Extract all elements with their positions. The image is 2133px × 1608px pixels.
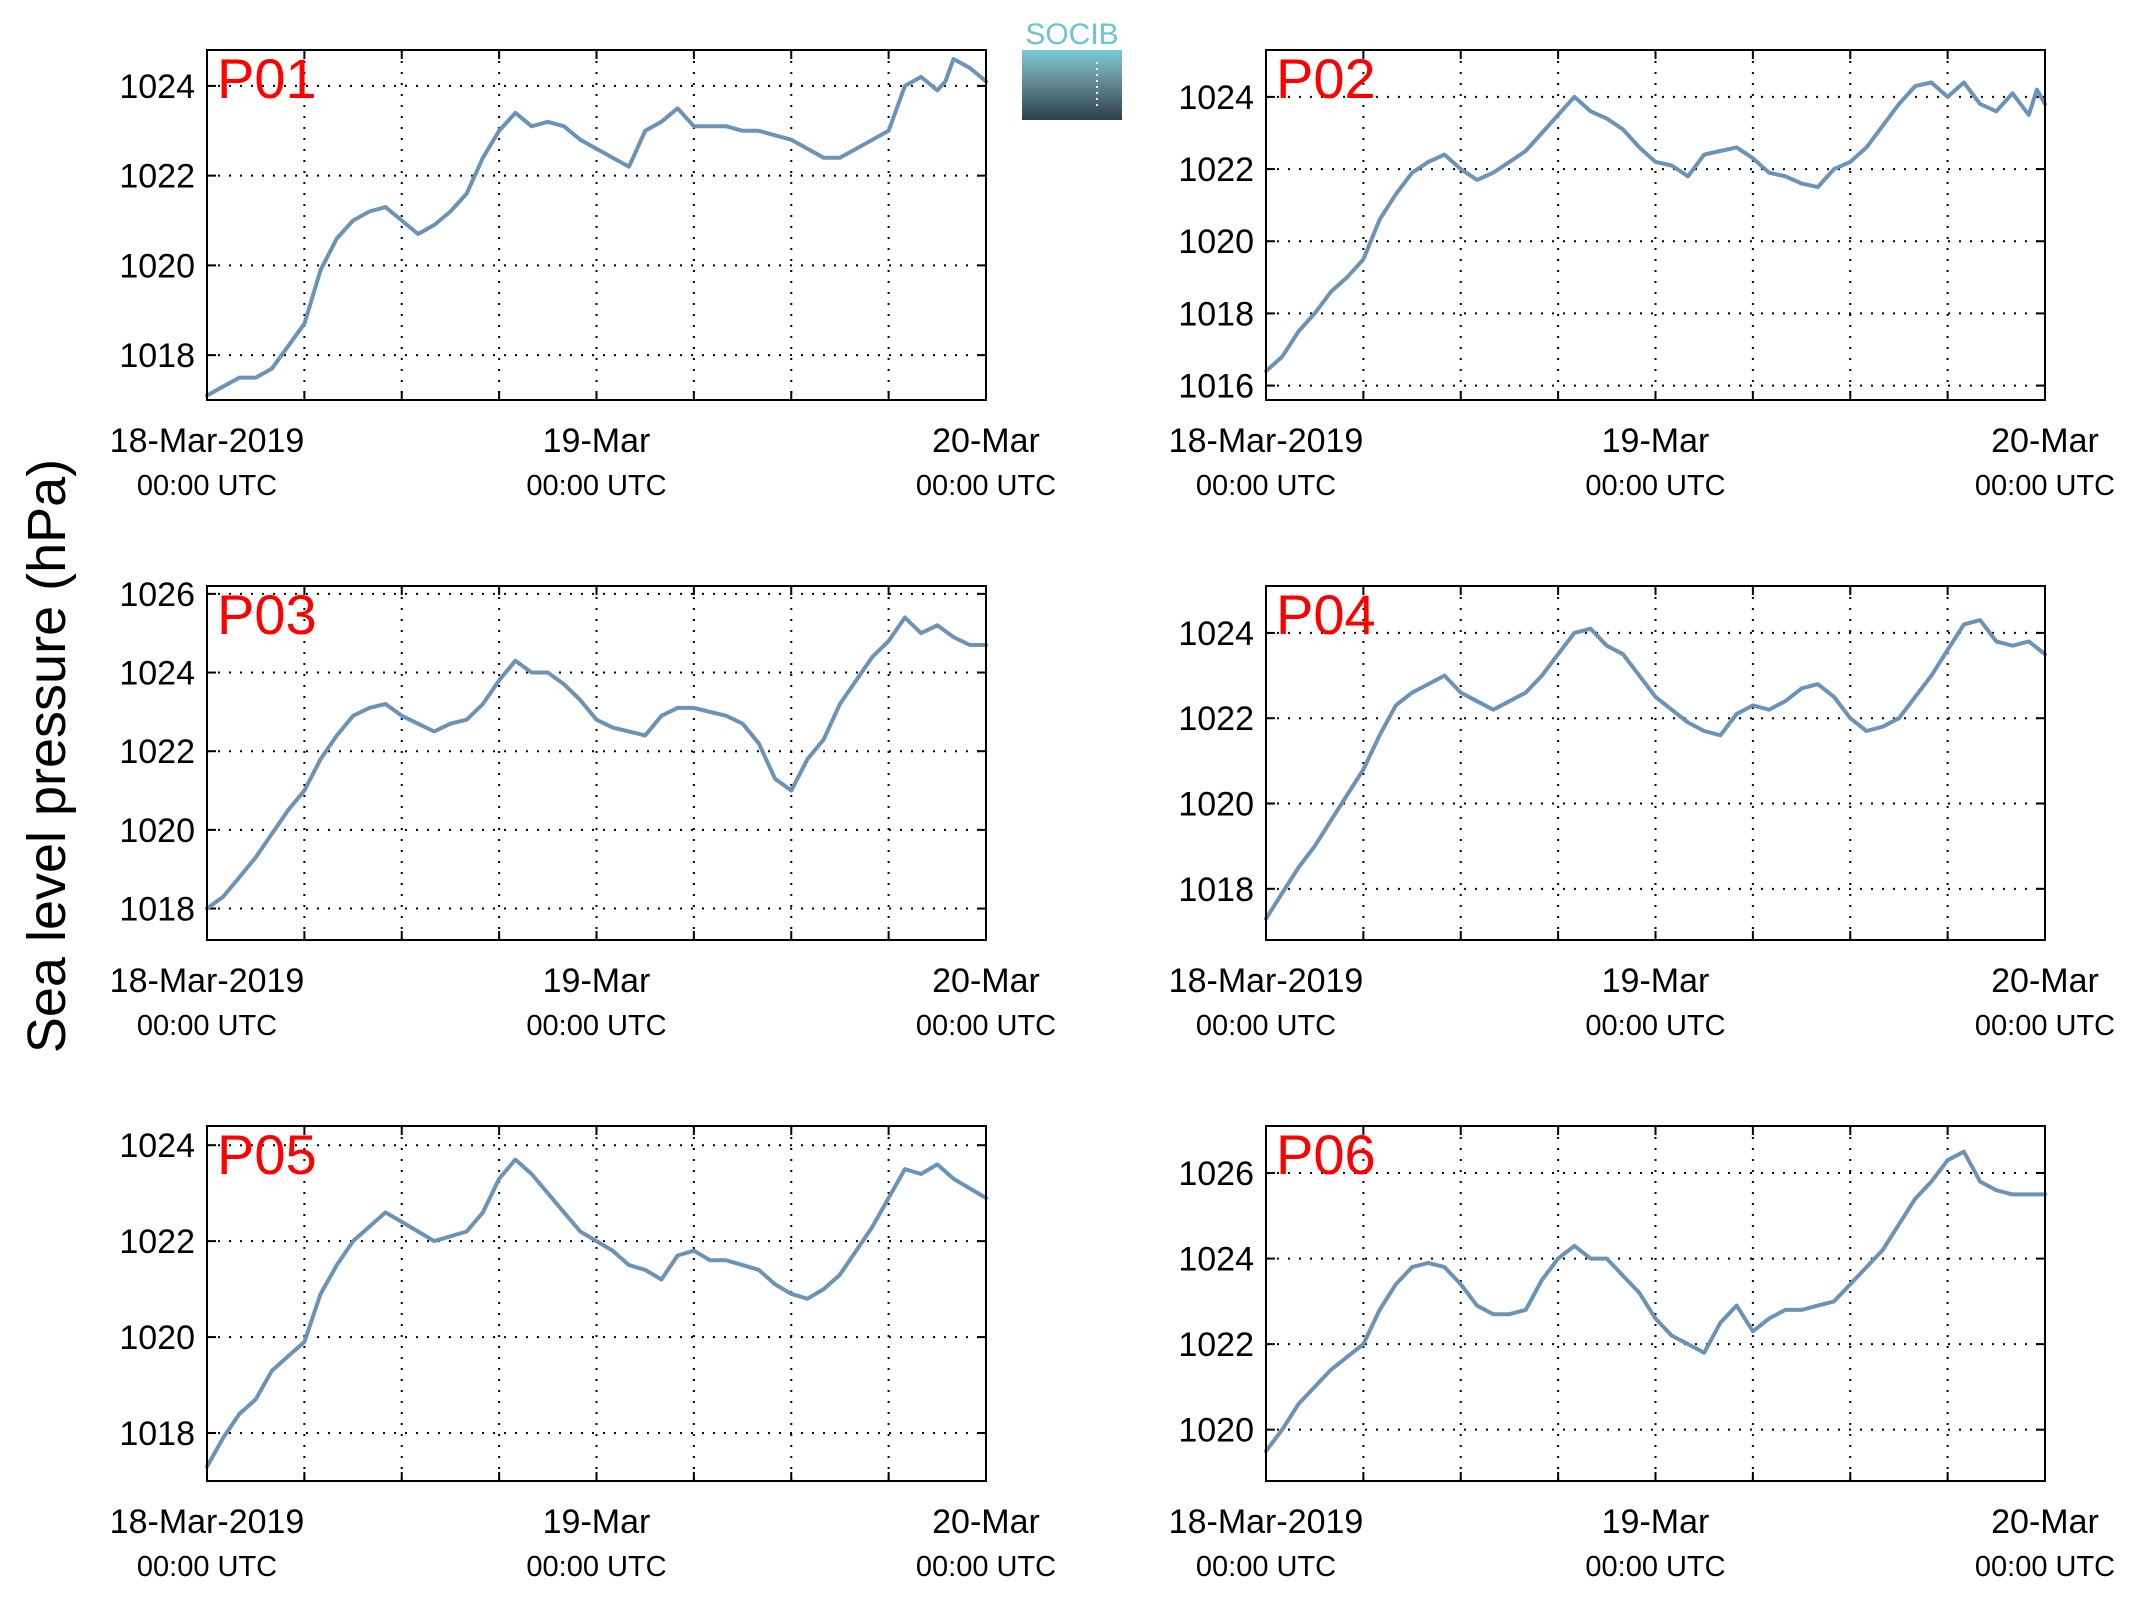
x-tick-sublabel: 00:00 UTC	[526, 470, 666, 502]
axes-frame	[206, 585, 987, 941]
x-tick-sublabel: 00:00 UTC	[1196, 1551, 1336, 1583]
y-tick-label: 1018	[1178, 871, 1254, 909]
x-tick-label: 19-Mar	[543, 1503, 651, 1541]
y-tick-label: 1020	[1178, 223, 1254, 261]
x-tick-label: 20-Mar	[1991, 962, 2099, 1000]
x-tick-label: 18-Mar-2019	[110, 1503, 305, 1541]
x-tick-label: 18-Mar-2019	[1169, 422, 1364, 460]
panel-label: P06	[1276, 1123, 1376, 1186]
x-tick-sublabel: 00:00 UTC	[916, 1551, 1056, 1583]
panel-label: P04	[1276, 583, 1376, 646]
panel-p05: 1018 1020 1022 1024 18-Mar-2019 00:00 UTC 19-M…	[110, 1123, 1056, 1583]
y-tick-label: 1018	[119, 337, 195, 375]
y-tick-label: 1022	[1178, 151, 1254, 189]
y-tick-label: 1024	[119, 68, 195, 106]
y-tick-label: 1022	[1178, 700, 1254, 738]
axes-frame	[1265, 1125, 2046, 1482]
x-tick-label: 19-Mar	[1602, 422, 1710, 460]
x-tick-sublabel: 00:00 UTC	[1196, 1010, 1336, 1042]
panel-label: P05	[217, 1123, 317, 1186]
y-tick-label: 1018	[119, 1415, 195, 1453]
y-tick-label: 1024	[119, 1127, 195, 1165]
y-axis-label: Sea level pressure (hPa)	[17, 459, 77, 1053]
x-tick-sublabel: 00:00 UTC	[137, 1551, 277, 1583]
x-tick-label: 20-Mar	[1991, 1503, 2099, 1541]
x-tick-sublabel: 00:00 UTC	[1975, 1010, 2115, 1042]
axes-frame	[206, 1125, 987, 1482]
y-tick-label: 1022	[1178, 1326, 1254, 1364]
pressure-series-line	[205, 615, 988, 911]
axes-frame	[206, 49, 987, 401]
y-tick-label: 1024	[1178, 1241, 1254, 1279]
y-tick-label: 1022	[119, 1223, 195, 1261]
x-tick-sublabel: 00:00 UTC	[1196, 470, 1336, 502]
x-tick-sublabel: 00:00 UTC	[1975, 470, 2115, 502]
y-tick-label: 1024	[1178, 615, 1254, 653]
y-tick-label: 1020	[119, 247, 195, 285]
panel-group: 1018 1020 1022 1024 18-Mar-2019 00:00 UTC 19-M…	[110, 47, 2115, 1583]
panel-label: P02	[1276, 47, 1376, 110]
x-tick-label: 20-Mar	[932, 962, 1040, 1000]
y-tick-label: 1020	[1178, 1412, 1254, 1450]
x-tick-label: 19-Mar	[543, 422, 651, 460]
x-tick-sublabel: 00:00 UTC	[916, 470, 1056, 502]
x-tick-label: 18-Mar-2019	[1169, 962, 1364, 1000]
panel-p01: 1018 1020 1022 1024 18-Mar-2019 00:00 UTC 19-M…	[110, 47, 1056, 502]
x-tick-label: 19-Mar	[1602, 1503, 1710, 1541]
socib-logo: SOCIB	[1022, 18, 1122, 120]
pressure-series-line	[205, 57, 988, 398]
axes-frame	[1265, 585, 2046, 941]
pressure-series-line	[205, 1157, 988, 1469]
y-tick-label: 1016	[1178, 368, 1254, 406]
x-tick-label: 19-Mar	[1602, 962, 1710, 1000]
y-tick-label: 1020	[1178, 786, 1254, 824]
x-tick-sublabel: 00:00 UTC	[1975, 1551, 2115, 1583]
y-tick-label: 1026	[119, 576, 195, 614]
panel-p06: 1020 1022 1024 1026 18-Mar-2019 00:00 UTC 19-M…	[1169, 1123, 2115, 1583]
panel-p02: 1016 1018 1020 1022 1024 18-Mar-2019 00:00 UTC…	[1169, 47, 2115, 502]
pressure-series-line	[1264, 1149, 2047, 1454]
panel-p03: 1018 1020 1022 1024 1026 18-Mar-2019 00:00 UTC…	[110, 576, 1056, 1042]
y-tick-label: 1022	[119, 733, 195, 771]
panel-p04: 1018 1020 1022 1024 18-Mar-2019 00:00 UTC 19-M…	[1169, 583, 2115, 1042]
x-tick-sublabel: 00:00 UTC	[137, 470, 277, 502]
x-tick-sublabel: 00:00 UTC	[137, 1010, 277, 1042]
x-tick-label: 18-Mar-2019	[110, 962, 305, 1000]
y-tick-label: 1024	[1178, 79, 1254, 117]
y-tick-label: 1020	[119, 812, 195, 850]
x-tick-sublabel: 00:00 UTC	[526, 1551, 666, 1583]
y-tick-label: 1020	[119, 1319, 195, 1357]
y-tick-label: 1018	[119, 891, 195, 929]
pressure-series-line	[1264, 618, 2047, 921]
socib-logo-block	[1022, 50, 1122, 120]
x-tick-label: 20-Mar	[932, 1503, 1040, 1541]
x-tick-label: 20-Mar	[1991, 422, 2099, 460]
socib-logo-text: SOCIB	[1025, 18, 1118, 51]
panel-label: P01	[217, 47, 317, 110]
x-tick-label: 18-Mar-2019	[1169, 1503, 1364, 1541]
pressure-series-line	[1264, 80, 2047, 374]
x-tick-sublabel: 00:00 UTC	[1585, 470, 1725, 502]
y-tick-label: 1026	[1178, 1155, 1254, 1193]
y-tick-label: 1018	[1178, 295, 1254, 333]
y-tick-label: 1022	[119, 158, 195, 196]
x-tick-sublabel: 00:00 UTC	[526, 1010, 666, 1042]
x-tick-sublabel: 00:00 UTC	[916, 1010, 1056, 1042]
y-tick-label: 1024	[119, 655, 195, 693]
axes-frame	[1265, 49, 2046, 401]
x-tick-sublabel: 00:00 UTC	[1585, 1010, 1725, 1042]
x-tick-label: 19-Mar	[543, 962, 651, 1000]
x-tick-label: 20-Mar	[932, 422, 1040, 460]
x-tick-label: 18-Mar-2019	[110, 422, 305, 460]
panel-label: P03	[217, 583, 317, 646]
x-tick-sublabel: 00:00 UTC	[1585, 1551, 1725, 1583]
